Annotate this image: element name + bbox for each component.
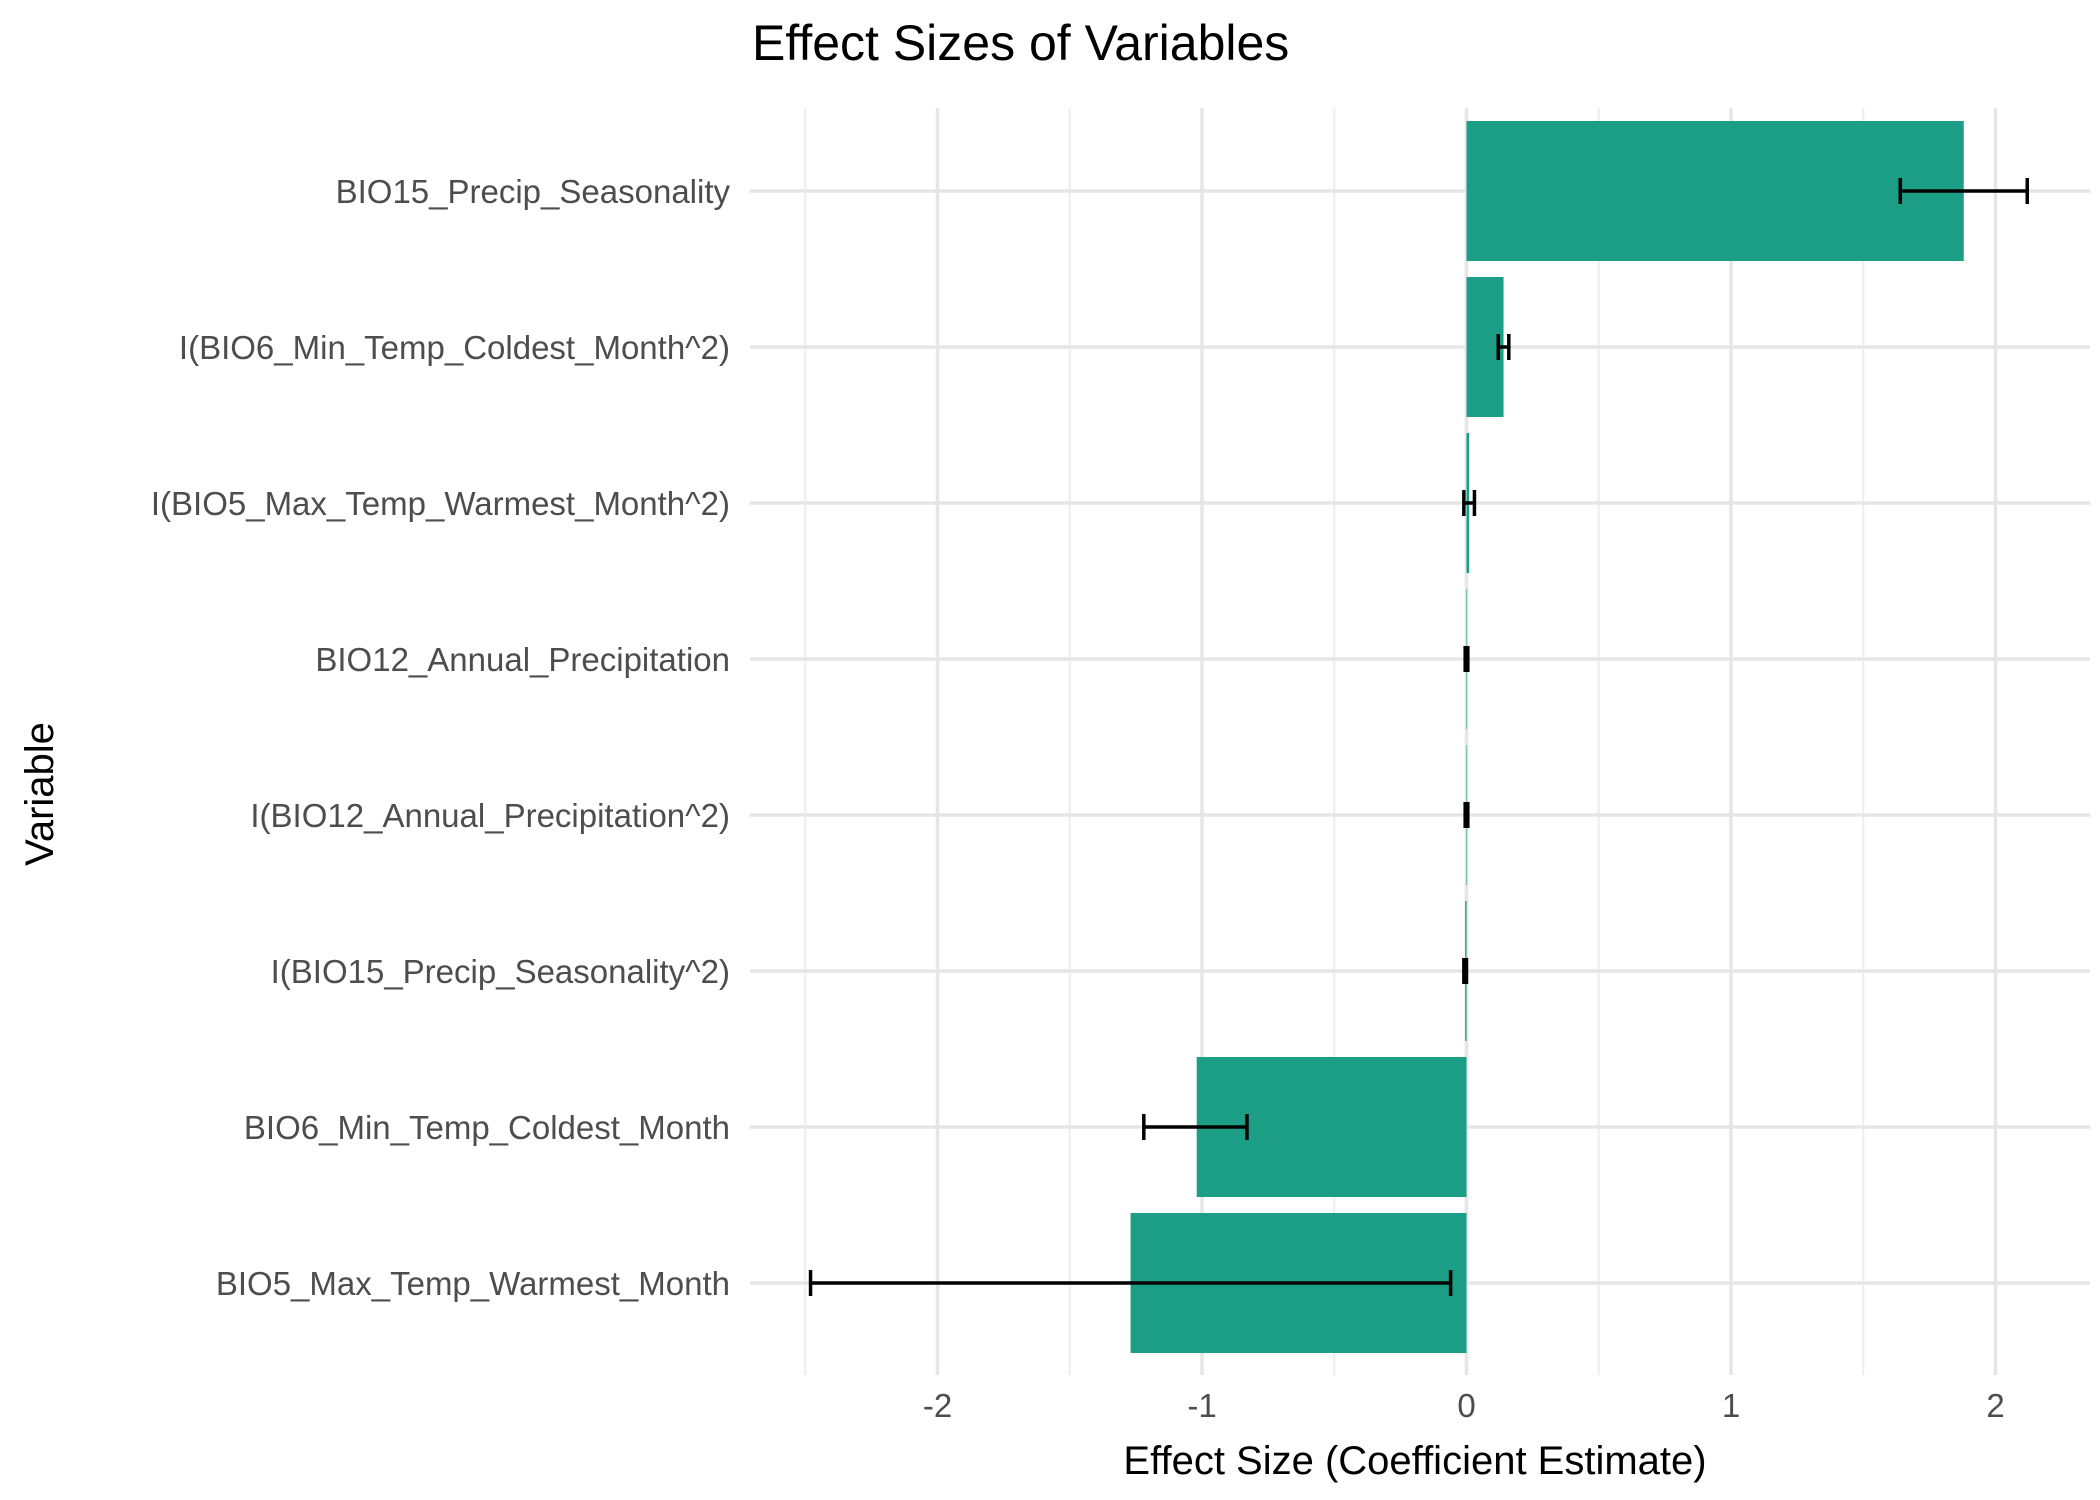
- x-tick-label: 2: [1986, 1387, 2004, 1424]
- error-bars: [808, 178, 2029, 1296]
- y-tick-label: BIO12_Annual_Precipitation: [315, 641, 730, 678]
- error-bar: [1463, 802, 1470, 828]
- y-tick-label: BIO15_Precip_Seasonality: [336, 173, 731, 210]
- y-tick-label: I(BIO5_Max_Temp_Warmest_Month^2): [151, 485, 730, 522]
- error-bar: [1463, 646, 1470, 672]
- y-axis-title: Variable: [18, 722, 62, 866]
- error-bar: [1496, 334, 1511, 360]
- y-tick-labels: BIO15_Precip_Seasonality I(BIO6_Min_Temp_…: [151, 173, 731, 1302]
- y-tick-label: I(BIO6_Min_Temp_Coldest_Month^2): [179, 329, 730, 366]
- x-tick-label: 0: [1457, 1387, 1475, 1424]
- x-axis-title: Effect Size (Coefficient Estimate): [1123, 1439, 1706, 1483]
- x-tick-labels: -2 -1 0 1 2: [923, 1387, 2005, 1424]
- y-tick-label: BIO6_Min_Temp_Coldest_Month: [244, 1109, 730, 1146]
- x-tick-label: -1: [1187, 1387, 1216, 1424]
- chart-title: Effect Sizes of Variables: [752, 15, 1289, 71]
- error-bar: [1462, 958, 1469, 984]
- y-tick-label: I(BIO15_Precip_Seasonality^2): [271, 953, 730, 990]
- error-bar: [1898, 178, 2029, 204]
- bar: [1466, 121, 1964, 261]
- error-bar: [1462, 490, 1477, 516]
- error-bar: [1142, 1114, 1249, 1140]
- x-tick-label: 1: [1722, 1387, 1740, 1424]
- y-tick-label: I(BIO12_Annual_Precipitation^2): [250, 797, 730, 834]
- error-bar: [808, 1270, 1453, 1296]
- y-tick-label: BIO5_Max_Temp_Warmest_Month: [216, 1265, 730, 1302]
- x-tick-label: -2: [923, 1387, 952, 1424]
